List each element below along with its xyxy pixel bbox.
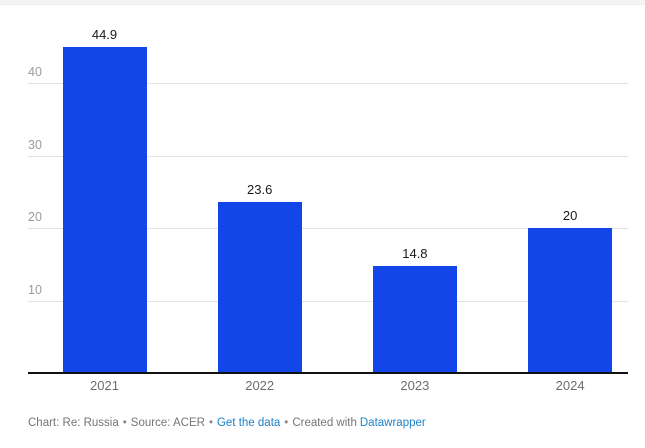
source-credit: Source: ACER xyxy=(130,417,205,429)
x-tick-label: 2022 xyxy=(245,378,275,393)
get-the-data-link[interactable]: Get the data xyxy=(216,417,281,429)
bar-2023 xyxy=(372,265,457,373)
gridline xyxy=(28,83,628,84)
y-tick-label: 10 xyxy=(28,282,42,297)
y-tick-label: 30 xyxy=(28,137,42,152)
bar-value-label: 23.6 xyxy=(247,181,273,197)
top-strip xyxy=(0,0,645,5)
chart-footer: Chart: Re: Russia • Source: ACER • Get the d… xyxy=(28,416,426,431)
bar-value-label: 44.9 xyxy=(91,27,118,43)
gridline xyxy=(28,300,628,302)
bar-value-label: 20 xyxy=(562,208,578,223)
bar-2022 xyxy=(217,201,302,373)
y-tick-label: 20 xyxy=(28,210,42,224)
footer-separator: • xyxy=(122,417,127,429)
bar-2024 xyxy=(528,228,613,373)
gridline xyxy=(28,155,628,157)
x-tick-label: 2023 xyxy=(400,378,430,393)
x-tick-label: 2021 xyxy=(90,378,119,393)
bar-2021 xyxy=(62,47,147,373)
created-with-text: Created with xyxy=(292,417,357,429)
gridline xyxy=(28,228,628,229)
datawrapper-link[interactable]: Datawrapper xyxy=(359,417,426,429)
x-axis-baseline xyxy=(28,372,628,374)
x-tick-label: 2024 xyxy=(555,378,585,393)
y-tick-label: 40 xyxy=(28,65,42,79)
chart-credit: Chart: Re: Russia xyxy=(28,417,119,429)
bar-value-label: 14.8 xyxy=(402,245,428,261)
footer-separator: • xyxy=(284,417,289,429)
footer-separator: • xyxy=(208,417,213,429)
